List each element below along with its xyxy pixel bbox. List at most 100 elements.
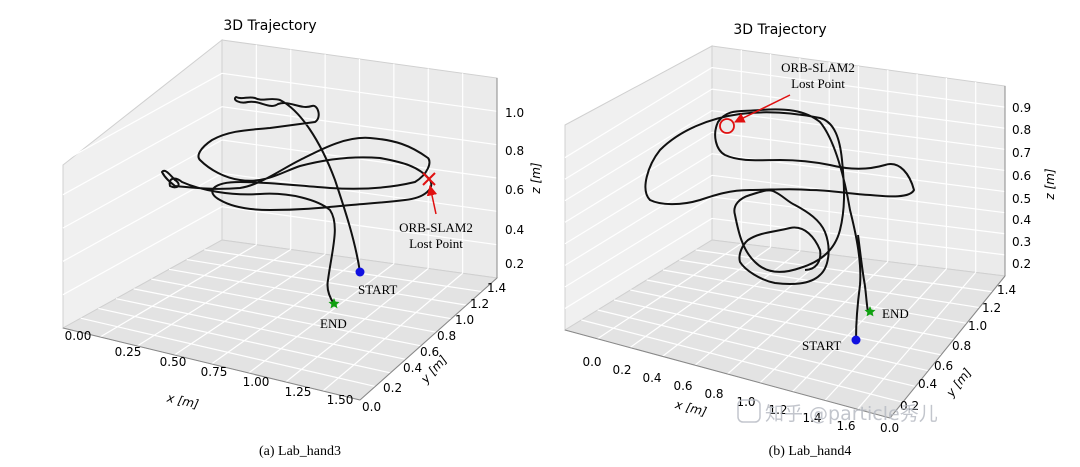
y-tick-label: 0.0 [880,421,899,435]
grid-line [711,66,1006,108]
grid-line [564,67,713,159]
y-tick-label: 0.8 [437,329,456,343]
x-tick-label: 1.25 [285,385,312,399]
x-tick-label: 1.6 [836,419,855,433]
grid-line [662,269,967,324]
x-tick-label: 1.2 [768,403,787,417]
grid-line [62,106,223,196]
y-tick-label: 1.2 [982,301,1001,315]
grid-line [711,131,1006,172]
lost-point-label-a-line2: Lost Point [409,236,463,251]
x-tick-label: 1.0 [736,395,755,409]
z-tick-label: 0.4 [1012,213,1031,227]
x-tick-label: 1.50 [327,393,354,407]
z-tick-label: 0.8 [1012,123,1031,137]
grid-line [564,217,713,309]
x-tick-label: 0.4 [642,371,661,385]
x-tick-label: 1.00 [243,375,270,389]
grid-line [613,299,929,372]
z-tick-label: 0.9 [1012,101,1031,115]
grid-line [133,288,422,347]
y-tick-label: 0.6 [420,345,439,359]
z-tick-label: 0.7 [1012,146,1031,160]
y-tick-label: 1.0 [968,319,987,333]
grid-line [99,244,257,338]
y-tick-label: 1.4 [997,283,1016,297]
z-tick-label: 1.0 [505,106,524,120]
grid-line [711,110,1006,150]
grid-a [62,44,498,392]
lost-point-label-b-line2: Lost Point [791,76,845,91]
grid-line [824,268,947,401]
grid-line [186,258,467,306]
grid-line [174,253,326,356]
z-tick-label: 0.2 [1012,257,1031,271]
x-tick-label: 0.8 [704,387,723,401]
z-tick-label: 0.2 [505,257,524,271]
grid-line [248,263,395,374]
grid-line [62,206,223,296]
grid-line [694,253,830,366]
grid-line [646,279,955,340]
z-tick-label: 0.6 [1012,169,1031,183]
lost-point-arrow-a [426,184,438,215]
grid-line [564,153,713,245]
grid-line [662,250,801,357]
watermark-text: 知乎 @particle秀儿 [765,403,938,425]
x-tick-label: 0.6 [673,379,692,393]
x-tick-label: 0.75 [201,365,228,379]
ticks-b: 0.00.20.40.60.81.01.21.41.6 0.00.20.40.60… [582,101,1031,435]
grid-line [564,196,713,288]
chart-title-a: 3D Trajectory [223,18,316,34]
end-marker-b [864,306,876,317]
ticks-a: 0.00 0.25 0.50 0.75 1.00 1.25 1.50 0.0 0.2 0.4 0.6… [65,106,524,414]
caption-b: (b) Lab_hand4 [769,444,852,459]
grid-line [711,88,1006,129]
grid-line [597,243,742,340]
grid-line [98,307,391,374]
x-tick-label: 0.2 [612,363,631,377]
x-tick-label: 0.0 [582,355,601,369]
grid-line [136,248,292,347]
x-axis-label-a: x [m] [165,390,201,411]
start-marker-b [851,335,861,345]
grid-line [597,309,916,388]
end-marker-a [328,298,340,309]
x-tick-label: 0.25 [115,345,142,359]
x-tick-label: 0.50 [160,355,187,369]
grid-line [115,298,406,360]
start-label-a: START [358,282,397,297]
z-tick-label: 0.5 [1012,192,1031,206]
grid-line [727,257,859,375]
y-tick-label: 0.0 [362,400,381,414]
y-tick-label: 0.2 [900,399,919,413]
grid-line [857,272,977,410]
grid-line [211,258,360,365]
grid-line [564,174,713,266]
grid-line [581,319,903,403]
y-tick-label: 0.8 [952,339,971,353]
start-label-b: START [802,338,841,353]
grid-line [564,110,713,202]
panel-lab-hand4: 0.00.20.40.60.81.01.21.41.6 0.00.20.40.60… [563,22,1057,459]
grid-line [630,289,942,356]
z-axis-label-a: z [m] [529,162,543,194]
grid-line [679,259,980,309]
grid-line [80,317,376,388]
lost-point-label-a-line1: ORB-SLAM2 [399,220,473,235]
z-tick-label: 0.4 [505,223,524,237]
x-axis-label-b: x [m] [673,397,709,419]
lost-point-label-b-line1: ORB-SLAM2 [781,60,855,75]
grid-line [221,206,498,246]
y-tick-label: 0.4 [403,361,422,375]
y-axis-line-a [359,277,498,401]
x-tick-label: 0.00 [65,329,92,343]
lost-point-marker-a [422,172,436,186]
z-tick-label: 0.6 [505,183,524,197]
chart-title-b: 3D Trajectory [733,22,826,38]
start-marker-a [355,267,365,277]
grid-line [204,249,482,293]
lost-point-arrow-b [734,94,791,123]
grid-line [759,261,889,384]
